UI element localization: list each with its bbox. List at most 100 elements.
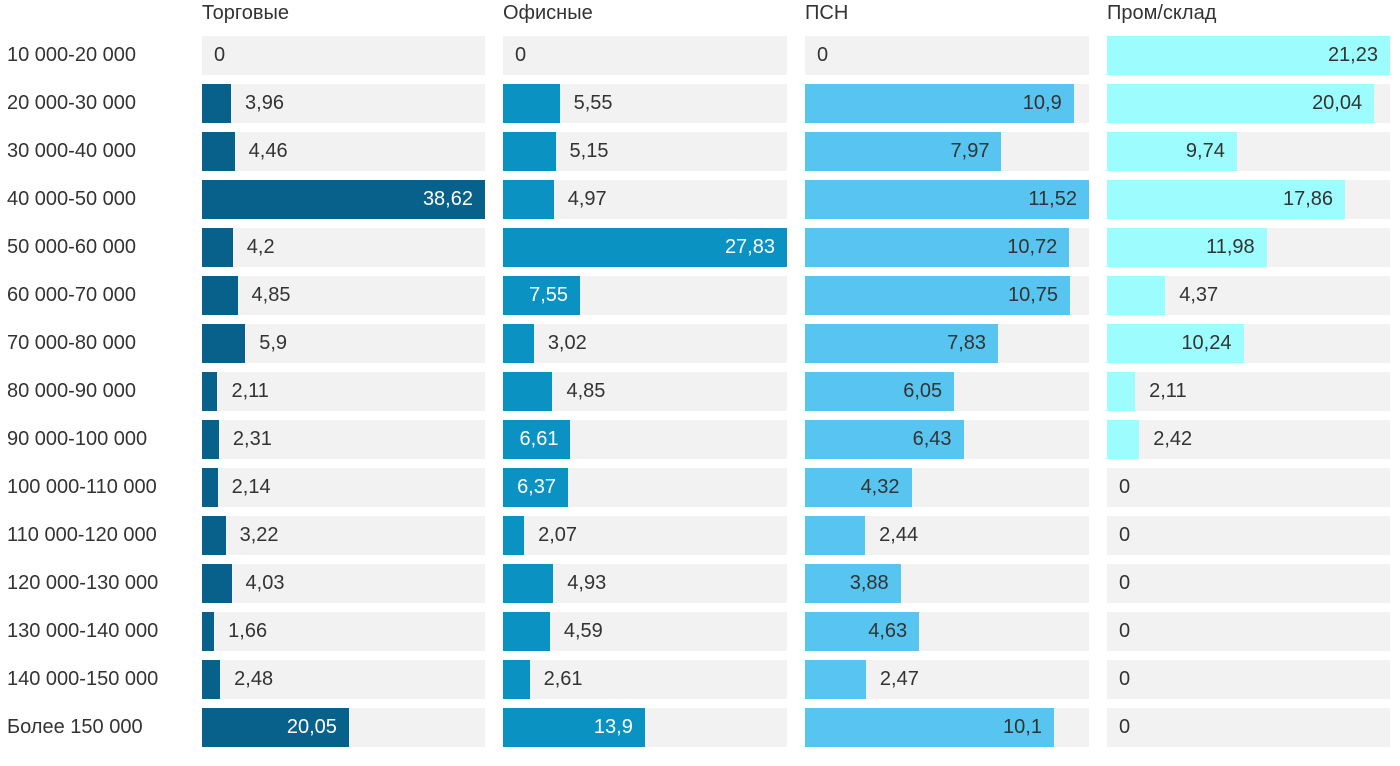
bar-track: 3,02 [503, 324, 787, 363]
bar-value-label: 0 [1119, 668, 1131, 690]
bar [805, 372, 955, 411]
bar-track: 0 [1107, 612, 1390, 651]
bar-track: 4,32 [805, 468, 1089, 507]
category-label: 120 000-130 000 [7, 572, 159, 594]
bar [202, 132, 235, 171]
bar-value-label: 7,83 [947, 332, 987, 354]
bar [1107, 372, 1136, 411]
bar-value-label: 27,83 [724, 236, 775, 258]
category-label: 50 000-60 000 [7, 236, 137, 258]
bar-track: 27,83 [503, 228, 787, 267]
bar-track: 5,55 [503, 84, 787, 123]
bar-track: 13,9 [503, 708, 787, 747]
bar [202, 420, 219, 459]
bar-track: 4,85 [202, 276, 485, 315]
bar-track: 2,11 [1107, 372, 1390, 411]
category-label: 140 000-150 000 [7, 668, 159, 690]
bar [805, 84, 1074, 123]
bar-value-label: 4,93 [567, 572, 607, 594]
bar [805, 132, 1002, 171]
bar-value-label: 2,31 [232, 428, 272, 450]
bar-value-label: 6,05 [903, 380, 943, 402]
bar-track: 6,61 [503, 420, 787, 459]
bar [202, 708, 349, 747]
bar-value-label: 4,97 [567, 188, 607, 210]
series-header-1: Торговые [202, 2, 290, 24]
bar [202, 180, 485, 219]
bar [805, 468, 912, 507]
bar [1107, 36, 1390, 75]
bar [1107, 324, 1244, 363]
bar-value-label: 2,61 [543, 668, 583, 690]
bar [503, 84, 560, 123]
bar-track: 20,04 [1107, 84, 1390, 123]
series-header-2: Офисные [503, 2, 593, 24]
header-spacer [7, 0, 184, 27]
bar-value-label: 3,22 [239, 524, 279, 546]
bar-track: 0 [1107, 564, 1390, 603]
bar [503, 180, 554, 219]
bar-value-label: 7,55 [529, 284, 569, 306]
bar-value-label: 5,55 [573, 92, 613, 114]
category-label: 80 000-90 000 [7, 380, 137, 402]
bar-track: 0 [503, 36, 787, 75]
bar-track: 4,63 [805, 612, 1089, 651]
bar-track: 10,1 [805, 708, 1089, 747]
bar-track: 2,31 [202, 420, 485, 459]
bar [202, 516, 226, 555]
bar-track: 4,46 [202, 132, 485, 171]
bar-track: 4,85 [503, 372, 787, 411]
bar-value-label: 0 [214, 44, 226, 66]
bar [805, 708, 1054, 747]
bar-value-label: 2,14 [231, 476, 271, 498]
category-label: 100 000-110 000 [7, 476, 157, 498]
bar-track: 3,88 [805, 564, 1089, 603]
bar [503, 372, 553, 411]
bar-track: 2,44 [805, 516, 1089, 555]
bar-track: 38,62 [202, 180, 485, 219]
bar [503, 276, 581, 315]
bar [202, 324, 246, 363]
bar [503, 660, 530, 699]
bar-value-label: 0 [515, 44, 527, 66]
bar-track: 10,9 [805, 84, 1089, 123]
bar-value-label: 5,15 [569, 140, 609, 162]
bar [202, 372, 218, 411]
bar-track: 3,22 [202, 516, 485, 555]
bar-track: 2,42 [1107, 420, 1390, 459]
bar-value-label: 0 [1119, 620, 1131, 642]
bar-track: 10,75 [805, 276, 1089, 315]
bar [503, 324, 534, 363]
bar-value-label: 20,05 [286, 716, 337, 738]
bar-track: 6,37 [503, 468, 787, 507]
bar-track: 10,72 [805, 228, 1089, 267]
bar [503, 516, 525, 555]
bar-value-label: 9,74 [1185, 140, 1225, 162]
bar [805, 516, 866, 555]
bar-track: 10,24 [1107, 324, 1390, 363]
category-label: 70 000-80 000 [7, 332, 137, 354]
bar-track: 2,61 [503, 660, 787, 699]
bar-track: 4,03 [202, 564, 485, 603]
category-label: 10 000-20 000 [7, 44, 137, 66]
bar-track: 4,93 [503, 564, 787, 603]
bar [503, 708, 645, 747]
bar-value-label: 10,75 [1007, 284, 1059, 306]
bar-value-label: 11,98 [1206, 236, 1255, 258]
bar-track: 0 [1107, 516, 1390, 555]
bar [805, 564, 901, 603]
bar-value-label: 4,37 [1179, 284, 1219, 306]
bar-track: 0 [1107, 660, 1390, 699]
bar-value-label: 4,63 [868, 620, 908, 642]
bar [805, 612, 920, 651]
bar-value-label: 4,46 [248, 140, 288, 162]
bar-track: 4,37 [1107, 276, 1390, 315]
category-label: 110 000-120 000 [7, 524, 157, 546]
bar-value-label: 4,59 [563, 620, 603, 642]
bar-track: 9,74 [1107, 132, 1390, 171]
bar-track: 2,48 [202, 660, 485, 699]
bar-track: 2,07 [503, 516, 787, 555]
bar-value-label: 6,61 [519, 428, 559, 450]
bar-value-label: 0 [1119, 716, 1131, 738]
bar-track: 2,14 [202, 468, 485, 507]
